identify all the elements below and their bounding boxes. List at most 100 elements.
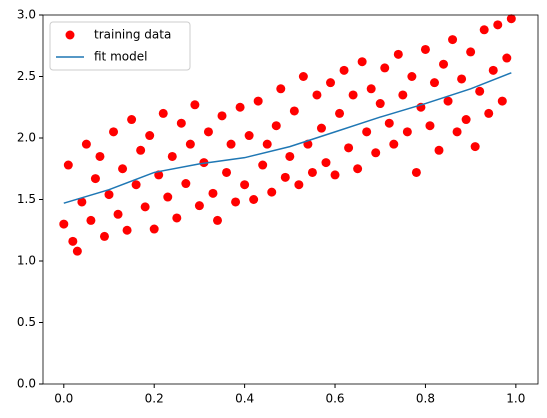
- data-point: [194, 201, 204, 211]
- data-point: [425, 121, 435, 131]
- data-point: [276, 84, 286, 94]
- data-point: [493, 20, 503, 30]
- data-point: [113, 209, 123, 219]
- data-point: [353, 164, 363, 174]
- data-point: [59, 219, 69, 229]
- y-tick-label: 2.0: [17, 131, 36, 145]
- data-point: [420, 44, 430, 54]
- data-point: [366, 84, 376, 94]
- data-point: [127, 115, 137, 125]
- x-tick-label: 0.2: [145, 392, 164, 406]
- x-tick-label: 1.0: [506, 392, 525, 406]
- data-point: [289, 106, 299, 116]
- legend-marker: [65, 30, 75, 40]
- data-point: [384, 118, 394, 128]
- y-tick-label: 3.0: [17, 8, 36, 22]
- data-point: [68, 236, 78, 246]
- data-point: [502, 53, 512, 63]
- data-point: [136, 145, 146, 155]
- data-point: [484, 108, 494, 118]
- data-point: [326, 78, 336, 88]
- data-point: [393, 49, 403, 59]
- data-point: [316, 123, 326, 133]
- data-point: [249, 195, 259, 204]
- data-point: [407, 72, 417, 81]
- data-point: [99, 231, 109, 241]
- data-point: [77, 197, 87, 207]
- data-point: [149, 224, 159, 234]
- data-point: [312, 90, 322, 100]
- data-point: [488, 65, 498, 75]
- data-point: [452, 127, 462, 137]
- data-point: [231, 197, 241, 207]
- data-point: [181, 179, 191, 189]
- data-point: [63, 160, 73, 170]
- data-point: [439, 59, 449, 69]
- x-tick-label: 0.8: [416, 392, 435, 406]
- data-point: [285, 151, 295, 161]
- data-point: [95, 151, 105, 161]
- data-point: [185, 139, 195, 149]
- data-point: [479, 25, 489, 35]
- data-point: [497, 96, 507, 106]
- data-point: [262, 139, 272, 149]
- y-tick-label: 0.5: [17, 315, 36, 329]
- data-point: [429, 78, 439, 88]
- data-point: [466, 47, 476, 57]
- data-point: [443, 96, 453, 106]
- data-point: [226, 139, 236, 149]
- legend-label: training data: [94, 28, 171, 42]
- data-point: [371, 148, 381, 158]
- data-point: [131, 180, 141, 190]
- x-tick-label: 0.4: [235, 392, 254, 406]
- data-point: [217, 111, 227, 121]
- data-point: [321, 158, 331, 168]
- data-point: [389, 139, 399, 149]
- x-tick-label: 0.0: [54, 392, 73, 406]
- data-point: [339, 65, 349, 75]
- x-tick-label: 0.6: [325, 392, 344, 406]
- data-point: [172, 213, 182, 223]
- data-point: [398, 90, 408, 100]
- data-point: [167, 151, 177, 161]
- y-tick-label: 2.5: [17, 69, 36, 83]
- data-point: [375, 99, 385, 109]
- data-point: [86, 215, 96, 225]
- data-point: [222, 167, 232, 177]
- fit-line: [63, 72, 512, 204]
- legend-label: fit model: [94, 50, 147, 64]
- data-point: [411, 167, 421, 177]
- data-point: [271, 121, 281, 131]
- data-point: [267, 187, 277, 197]
- data-point: [344, 143, 354, 153]
- data-point: [118, 164, 128, 174]
- data-point: [506, 14, 516, 24]
- data-point: [158, 108, 168, 118]
- data-point: [448, 35, 458, 45]
- data-point: [212, 215, 222, 225]
- data-point: [208, 188, 218, 198]
- data-point: [244, 131, 254, 141]
- data-point: [470, 142, 480, 152]
- data-point: [457, 74, 467, 84]
- data-point: [294, 180, 304, 190]
- data-point: [253, 96, 263, 106]
- data-point: [461, 115, 471, 125]
- data-point: [104, 190, 114, 200]
- data-point: [357, 57, 367, 67]
- data-point: [190, 100, 200, 110]
- data-point: [163, 192, 173, 202]
- data-point: [145, 131, 155, 141]
- legend-box: [49, 21, 191, 71]
- data-point: [280, 172, 290, 182]
- data-point: [81, 139, 91, 149]
- y-tick-label: 0.0: [17, 377, 36, 391]
- data-point: [434, 145, 444, 155]
- data-point: [475, 86, 485, 96]
- data-point: [307, 167, 317, 177]
- data-point: [258, 160, 268, 170]
- y-tick-label: 1.5: [17, 192, 36, 206]
- data-point: [90, 174, 100, 184]
